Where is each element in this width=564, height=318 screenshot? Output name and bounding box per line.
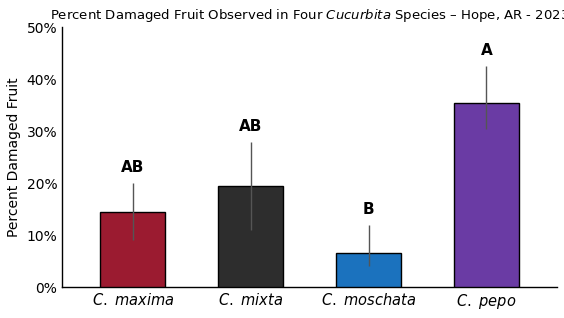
Text: AB: AB xyxy=(239,119,262,134)
Bar xyxy=(454,103,519,287)
Bar xyxy=(100,212,165,287)
Text: A: A xyxy=(481,44,492,59)
Bar xyxy=(218,186,283,287)
Text: B: B xyxy=(363,202,374,217)
Title: Percent Damaged Fruit Observed in Four $\it{Cucurbita}$ Species – Hope, AR - 202: Percent Damaged Fruit Observed in Four $… xyxy=(50,7,564,24)
Y-axis label: Percent Damaged Fruit: Percent Damaged Fruit xyxy=(7,77,21,237)
Text: AB: AB xyxy=(121,160,144,176)
Bar xyxy=(336,253,401,287)
